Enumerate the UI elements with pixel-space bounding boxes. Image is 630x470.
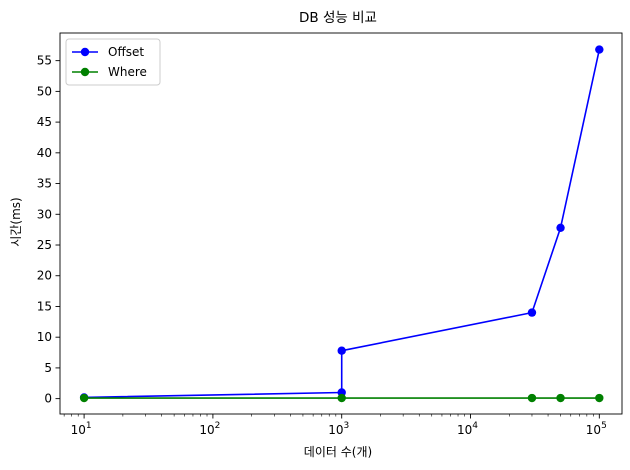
x-tick-label-base: 10 (328, 423, 343, 437)
data-point-offset (595, 45, 604, 54)
y-tick-label: 30 (37, 207, 52, 221)
plot-area: 101 102 103 104 1050510152025303540455055Off… (37, 32, 623, 437)
x-tick-label-exponent: 4 (472, 421, 478, 431)
y-tick-label: 40 (37, 146, 52, 160)
y-tick-label: 25 (37, 238, 52, 252)
data-point-where (527, 393, 537, 403)
y-tick-label: 0 (44, 392, 52, 406)
x-tick-label: 105 (586, 421, 607, 437)
y-tick-label: 45 (37, 115, 52, 129)
x-tick-label-exponent: 2 (215, 421, 221, 431)
y-tick-label: 55 (37, 54, 52, 68)
legend-marker-where (80, 67, 90, 77)
legend-label-where: Where (108, 65, 147, 79)
x-tick-label-exponent: 3 (343, 421, 349, 431)
x-tick-label: 102 (199, 421, 220, 437)
x-tick-label-base: 10 (586, 423, 601, 437)
y-tick-label: 20 (37, 269, 52, 283)
legend-label-offset: Offset (108, 45, 144, 59)
chart-title: DB 성능 비교 (299, 10, 377, 26)
x-tick-label-base: 10 (457, 423, 472, 437)
x-tick-label: 104 (457, 421, 478, 437)
data-point-offset (527, 308, 537, 317)
plot-frame (59, 32, 623, 415)
y-tick-label: 35 (37, 177, 52, 191)
x-tick-label-base: 10 (199, 423, 214, 437)
x-tick-label-exponent: 1 (86, 421, 92, 431)
x-tick-label-exponent: 5 (601, 421, 607, 431)
y-tick-label: 50 (37, 84, 52, 98)
data-point-offset (337, 346, 346, 355)
legend-marker-offset (80, 47, 90, 57)
y-tick-label: 5 (44, 361, 52, 375)
data-point-where (337, 393, 346, 403)
data-point-where (79, 393, 89, 403)
x-axis-title: 데이터 수(개) (304, 445, 372, 459)
data-point-offset (556, 223, 565, 233)
data-point-where (595, 393, 604, 403)
y-tick-label: 10 (37, 330, 52, 344)
series-line-offset (84, 49, 601, 399)
x-tick-label: 101 (71, 421, 92, 437)
y-axis-title: 시간(ms) (9, 197, 23, 246)
data-point-where (556, 393, 565, 403)
x-tick-label-base: 10 (71, 423, 86, 437)
legend-box (65, 38, 161, 86)
x-tick-label: 103 (328, 421, 349, 437)
y-tick-label: 15 (37, 299, 52, 313)
